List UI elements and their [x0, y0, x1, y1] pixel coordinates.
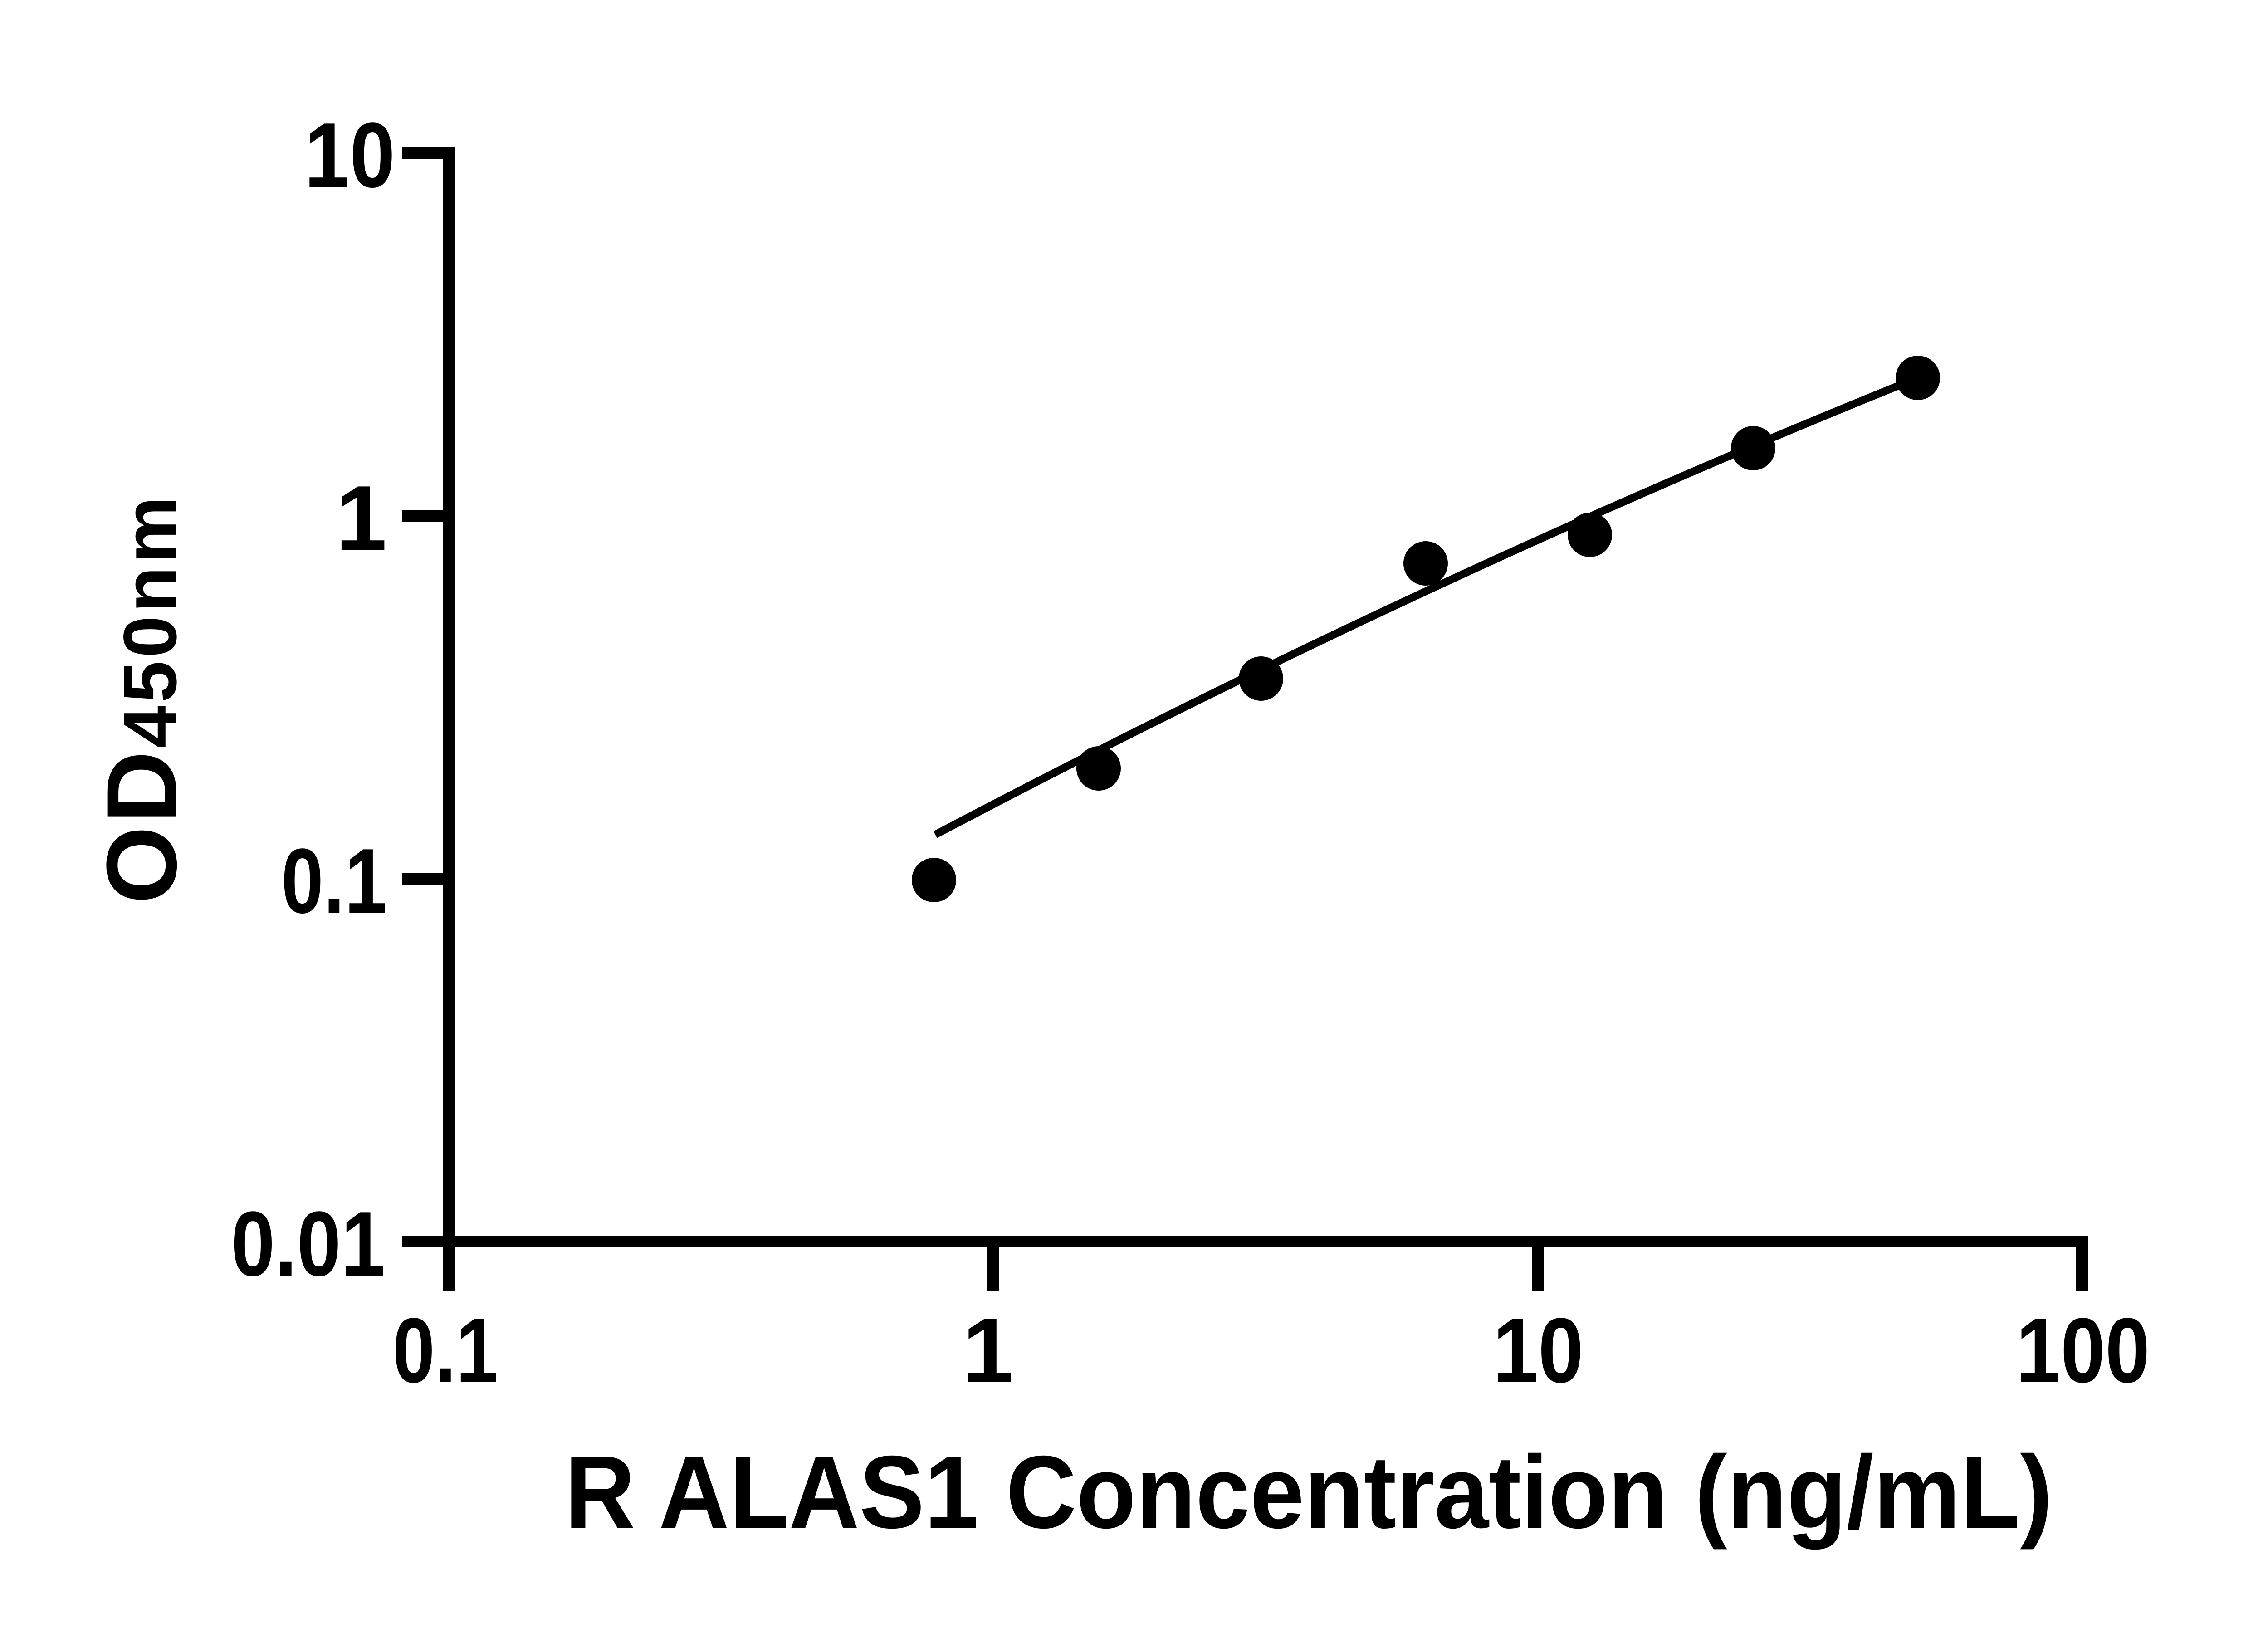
- svg-text:100: 100: [2016, 1299, 2150, 1402]
- svg-text:R ALAS1 Concentration (ng/mL): R ALAS1 Concentration (ng/mL): [565, 1435, 2053, 1550]
- svg-text:10: 10: [1493, 1299, 1584, 1402]
- svg-text:OD450nm: OD450nm: [86, 494, 197, 904]
- svg-text:1: 1: [963, 1299, 1014, 1402]
- svg-text:0.1: 0.1: [393, 1299, 499, 1402]
- svg-text:10: 10: [304, 104, 395, 207]
- svg-text:0.01: 0.01: [231, 1193, 385, 1296]
- svg-text:0.1: 0.1: [281, 830, 387, 933]
- svg-text:1: 1: [336, 467, 387, 570]
